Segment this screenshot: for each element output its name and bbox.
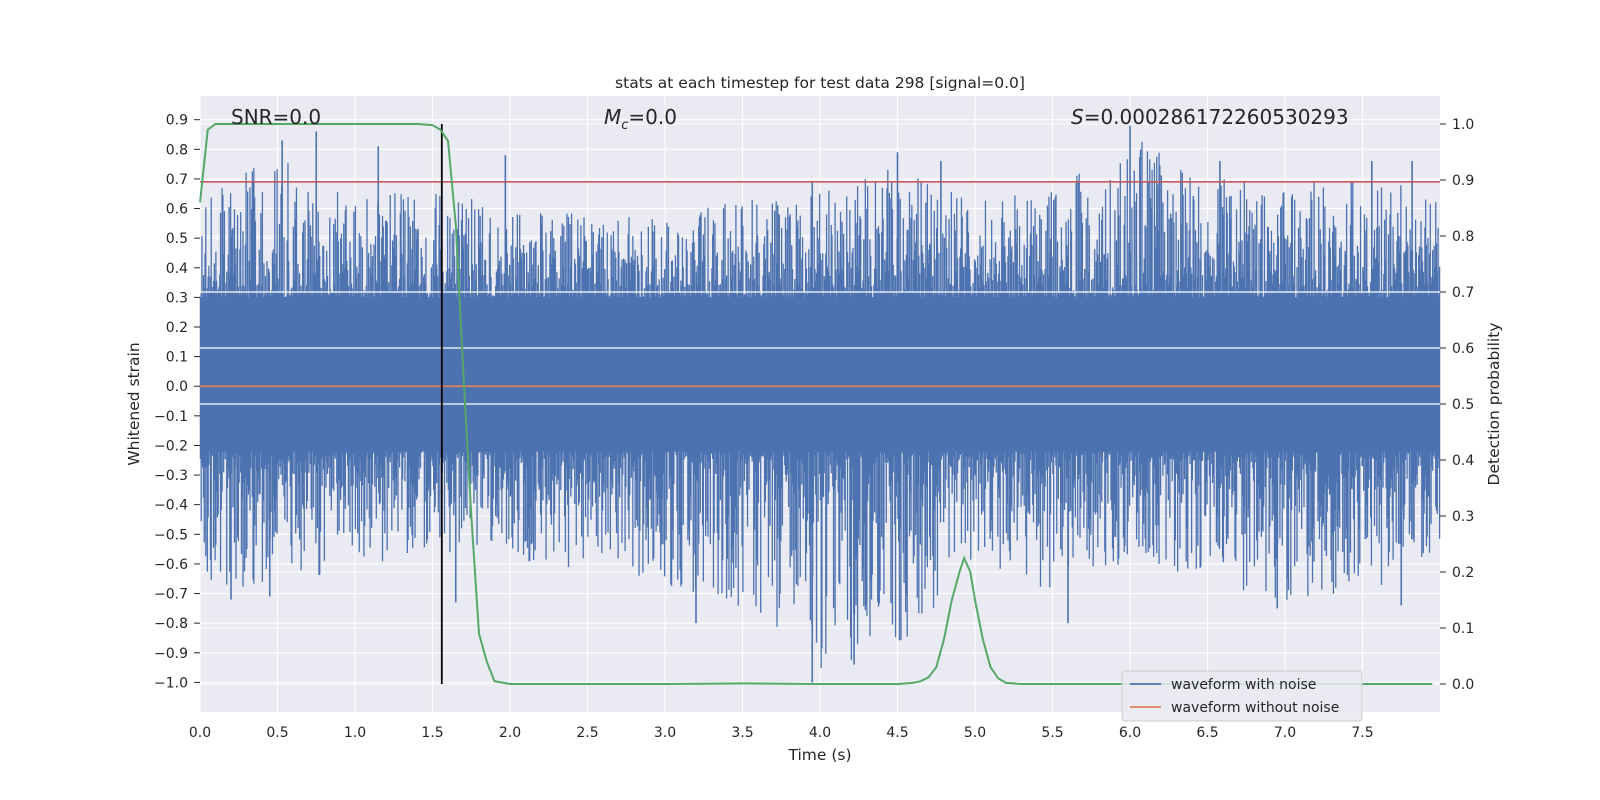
chart-title: stats at each timestep for test data 298…: [615, 74, 1025, 92]
y-tick-label: 0.0: [166, 379, 188, 395]
x-tick-label: 0.0: [189, 725, 211, 741]
x-tick-label: 0.5: [266, 725, 288, 741]
y2-tick-label: 1.0: [1452, 117, 1474, 133]
y-tick-label: −0.4: [154, 498, 188, 514]
x-tick-label: 7.0: [1274, 725, 1296, 741]
x-tick-label: 5.0: [964, 725, 986, 741]
y2-tick-label: 0.2: [1452, 565, 1474, 581]
legend-label-clean: waveform without noise: [1171, 700, 1339, 716]
snr-score-annotation: S=0.000286172260530293: [1071, 105, 1349, 129]
x-tick-labels: 0.0 0.5 1.0 1.5 2.0 2.5 3.0 3.5 4.0 4.5 5.0 5.5 6.0 6…: [189, 725, 1374, 741]
chirp-mass-subscript: c: [621, 118, 628, 133]
x-tick-label: 6.0: [1119, 725, 1141, 741]
y-tick-label: 0.5: [166, 231, 188, 247]
snr-annotation: SNR=0.0: [231, 105, 321, 129]
y-tick-label: −0.2: [154, 438, 188, 454]
detection-probability-line: [199, 123, 1433, 685]
score-value: =0.000286172260530293: [1084, 105, 1349, 129]
y2-tick-label: 0.9: [1452, 173, 1474, 189]
y-tick-label: −0.1: [154, 409, 188, 425]
y-tick-label: −0.3: [154, 468, 188, 484]
y2-tick-label: 0.8: [1452, 229, 1474, 245]
y2-tick-label: 0.6: [1452, 341, 1474, 357]
x-tick-label: 6.5: [1196, 725, 1218, 741]
chirp-mass-annotation: Mc=0.0: [604, 105, 677, 133]
y2-tick-label: 0.5: [1452, 397, 1474, 413]
x-tick-label: 2.0: [499, 725, 521, 741]
x-axis-label: Time (s): [787, 746, 851, 764]
y-tick-label: −0.8: [154, 616, 188, 632]
y2-tick-label: 0.1: [1452, 621, 1474, 637]
y-tick-label: 0.3: [166, 290, 188, 306]
chirp-mass-value: =0.0: [628, 105, 677, 129]
y2-tick-label: 0.4: [1452, 453, 1474, 469]
y2-tick-label: 0.7: [1452, 285, 1474, 301]
x-tick-label: 4.5: [886, 725, 908, 741]
y-tick-label: −1.0: [154, 675, 188, 691]
x-tick-label: 5.5: [1041, 725, 1063, 741]
legend: waveform with noise waveform without noi…: [1121, 670, 1363, 722]
y-tick-label: 0.9: [166, 113, 188, 129]
noise-core-band: [200, 297, 1440, 452]
y-tick-label: −0.9: [154, 646, 188, 662]
y-tick-label: 0.8: [166, 142, 188, 158]
y2-axis-label: Detection probability: [1485, 323, 1503, 486]
y-tick-label: 0.2: [166, 320, 188, 336]
y-tick-label: −0.5: [154, 527, 188, 543]
y-axis-label: Whitened strain: [125, 342, 143, 465]
y-tick-label: 0.4: [166, 261, 188, 277]
y-tick-label: 0.7: [166, 172, 188, 188]
x-tick-label: 3.5: [731, 725, 753, 741]
y-tick-labels: 0.9 0.8 0.7 0.6 0.5 0.4 0.3 0.2 0.1 0.0 −0.1 −0.2 −0…: [154, 113, 200, 691]
x-tick-label: 1.0: [344, 725, 366, 741]
y-tick-label: 0.1: [166, 350, 188, 366]
y2-tick-labels: 1.0 0.9 0.8 0.7 0.6 0.5 0.4 0.3 0.2 0.1 0.0: [1440, 117, 1474, 693]
score-symbol: S: [1071, 105, 1084, 129]
y-tick-label: −0.6: [154, 557, 188, 573]
x-tick-label: 3.0: [654, 725, 676, 741]
x-tick-label: 4.0: [809, 725, 831, 741]
y2-tick-label: 0.0: [1452, 677, 1474, 693]
y-tick-label: 0.6: [166, 202, 188, 218]
y2-tick-label: 0.3: [1452, 509, 1474, 525]
y-tick-label: −0.7: [154, 587, 188, 603]
legend-label-noise: waveform with noise: [1171, 677, 1316, 693]
noise-series: [199, 125, 1441, 683]
chirp-mass-symbol: M: [604, 105, 621, 129]
x-tick-label: 7.5: [1351, 725, 1373, 741]
x-tick-label: 1.5: [421, 725, 443, 741]
legend-box: [1121, 670, 1363, 722]
series-lines: [199, 123, 1440, 685]
x-tick-label: 2.5: [576, 725, 598, 741]
